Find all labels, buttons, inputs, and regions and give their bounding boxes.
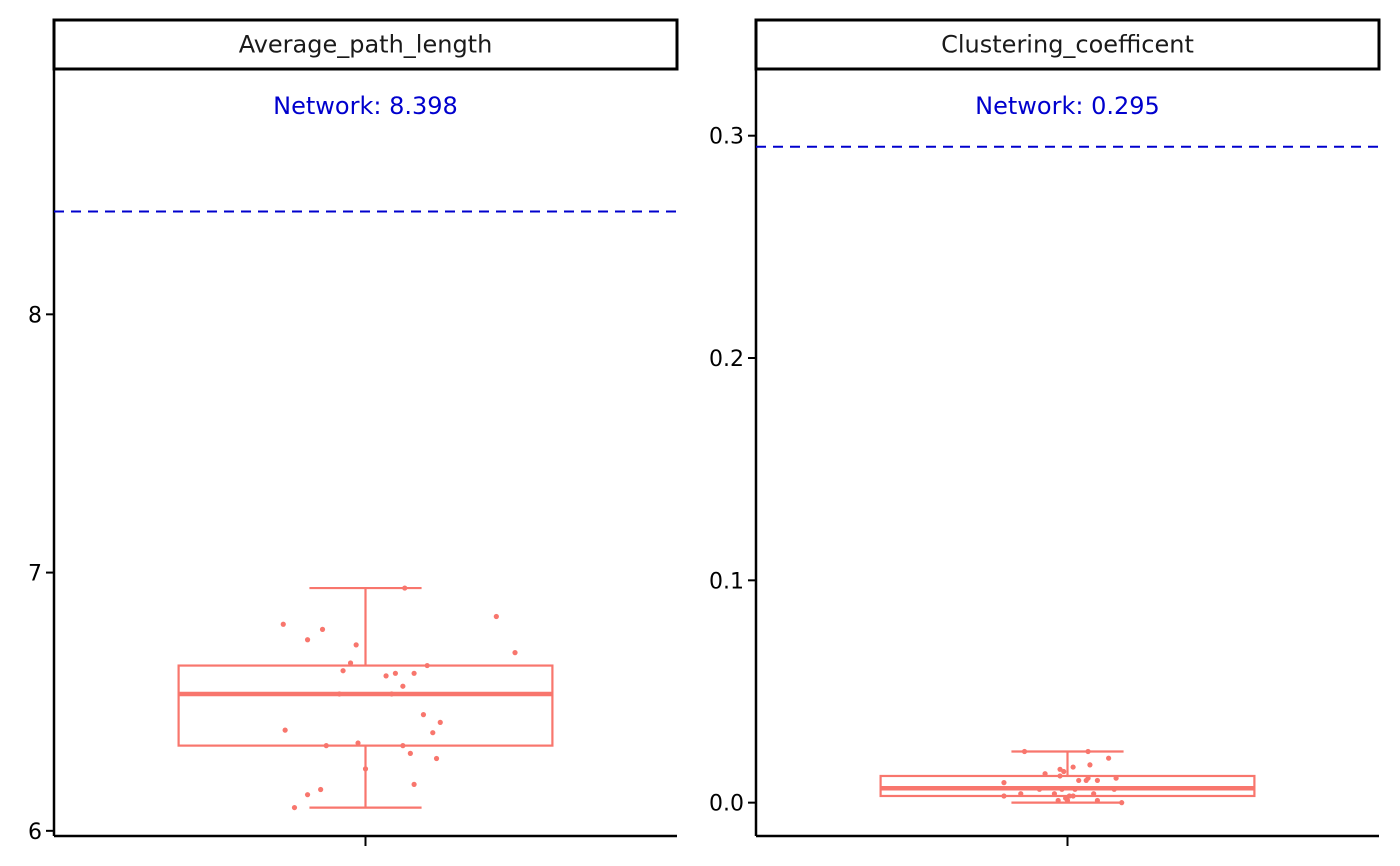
panel-1: Average_path_length 6 7 8 Network: 8.398 <box>28 18 679 846</box>
data-point <box>323 743 329 749</box>
data-point <box>1085 748 1091 755</box>
data-point <box>1094 797 1101 804</box>
data-point <box>400 743 406 749</box>
data-point <box>353 642 359 648</box>
data-point <box>1072 786 1078 792</box>
data-point <box>304 792 311 798</box>
data-point <box>1083 777 1089 784</box>
data-point <box>1091 791 1097 797</box>
data-point <box>347 660 354 666</box>
facet-strip <box>52 18 679 71</box>
data-point <box>336 691 342 697</box>
data-point <box>1021 748 1028 755</box>
data-point <box>1119 800 1125 806</box>
data-point <box>512 650 518 656</box>
data-point <box>1001 793 1007 799</box>
data-point <box>392 670 399 676</box>
data-point <box>1018 791 1024 797</box>
data-point <box>1113 775 1119 781</box>
facet-strip <box>754 18 1381 71</box>
data-point <box>282 727 288 733</box>
y-tick-label: 0.3 <box>709 125 744 150</box>
data-point <box>437 719 443 725</box>
facet-label: Average_path_length <box>239 31 493 59</box>
data-point <box>400 683 406 689</box>
data-point <box>362 766 369 772</box>
data-point <box>1064 797 1071 804</box>
data-point <box>389 691 395 697</box>
data-point <box>1055 797 1061 804</box>
data-point <box>407 750 413 756</box>
data-point <box>1051 791 1058 797</box>
data-point <box>1066 793 1072 799</box>
data-point <box>1059 786 1065 792</box>
y-tick-label: 0.0 <box>709 792 744 817</box>
data-point <box>433 755 440 762</box>
y-tick-label: 6 <box>28 820 42 845</box>
data-point <box>420 712 427 718</box>
data-point <box>1070 764 1076 770</box>
data-point <box>1057 766 1063 772</box>
panel-2: Clustering_coefficent 0.0 0.1 0.2 0.3 Network… <box>709 18 1381 846</box>
reference-label: Network: 8.398 <box>273 92 458 120</box>
data-point <box>340 668 346 674</box>
data-point <box>411 670 417 676</box>
data-point <box>304 637 311 643</box>
data-point <box>1036 786 1043 792</box>
facet-label: Clustering_coefficent <box>941 31 1194 59</box>
data-point <box>411 781 417 787</box>
data-point <box>402 585 408 591</box>
data-point <box>1070 793 1076 799</box>
y-tick-label: 8 <box>28 303 42 328</box>
data-point <box>493 613 499 620</box>
data-point <box>1106 755 1112 761</box>
data-point <box>1111 786 1117 792</box>
data-point <box>1087 762 1093 768</box>
y-tick-label: 0.2 <box>709 347 744 372</box>
data-point <box>318 786 324 793</box>
data-point <box>430 730 436 736</box>
data-point <box>1057 773 1063 779</box>
data-point <box>424 662 430 669</box>
data-point <box>383 673 389 679</box>
reference-label: Network: 0.295 <box>975 92 1160 120</box>
data-point <box>319 626 326 633</box>
data-point <box>291 804 298 811</box>
data-point <box>1094 777 1101 784</box>
data-point <box>1042 771 1048 777</box>
data-point <box>355 740 361 746</box>
data-point <box>1001 780 1007 786</box>
data-point <box>1076 777 1082 784</box>
y-tick-label: 7 <box>28 562 42 587</box>
data-point <box>280 621 286 627</box>
y-tick-label: 0.1 <box>709 569 744 594</box>
box-iqr <box>177 664 554 747</box>
data-point <box>1061 768 1067 775</box>
